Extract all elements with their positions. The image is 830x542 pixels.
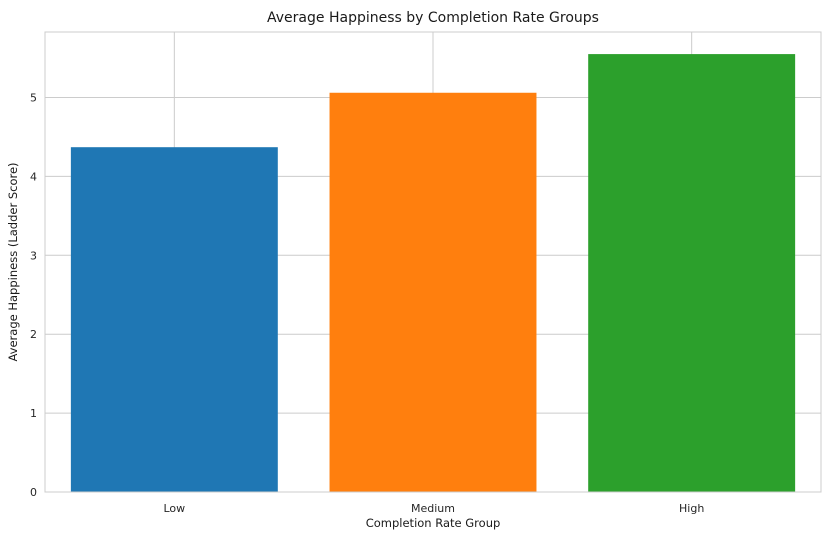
bar-medium [329, 92, 537, 493]
x-tick-label: Medium [411, 502, 455, 515]
chart-title: Average Happiness by Completion Rate Gro… [267, 10, 599, 26]
x-axis-label: Completion Rate Group [366, 516, 501, 530]
y-axis-label: Average Happiness (Ladder Score) [6, 162, 20, 361]
y-tick-label: 5 [30, 91, 37, 104]
plot-frame [44, 31, 822, 493]
bar-low [70, 147, 278, 492]
bar-layer [70, 54, 796, 493]
x-tick-label: High [679, 502, 704, 515]
y-tick-label: 2 [30, 328, 37, 341]
x-tick-label: Low [163, 502, 185, 515]
bar-high [588, 54, 796, 493]
tick-layer: 0 1 2 3 4 5 Low Medium High [30, 91, 704, 515]
y-tick-label: 0 [30, 486, 37, 499]
y-tick-label: 3 [30, 249, 37, 262]
y-tick-label: 4 [30, 170, 37, 183]
y-tick-label: 1 [30, 407, 37, 420]
